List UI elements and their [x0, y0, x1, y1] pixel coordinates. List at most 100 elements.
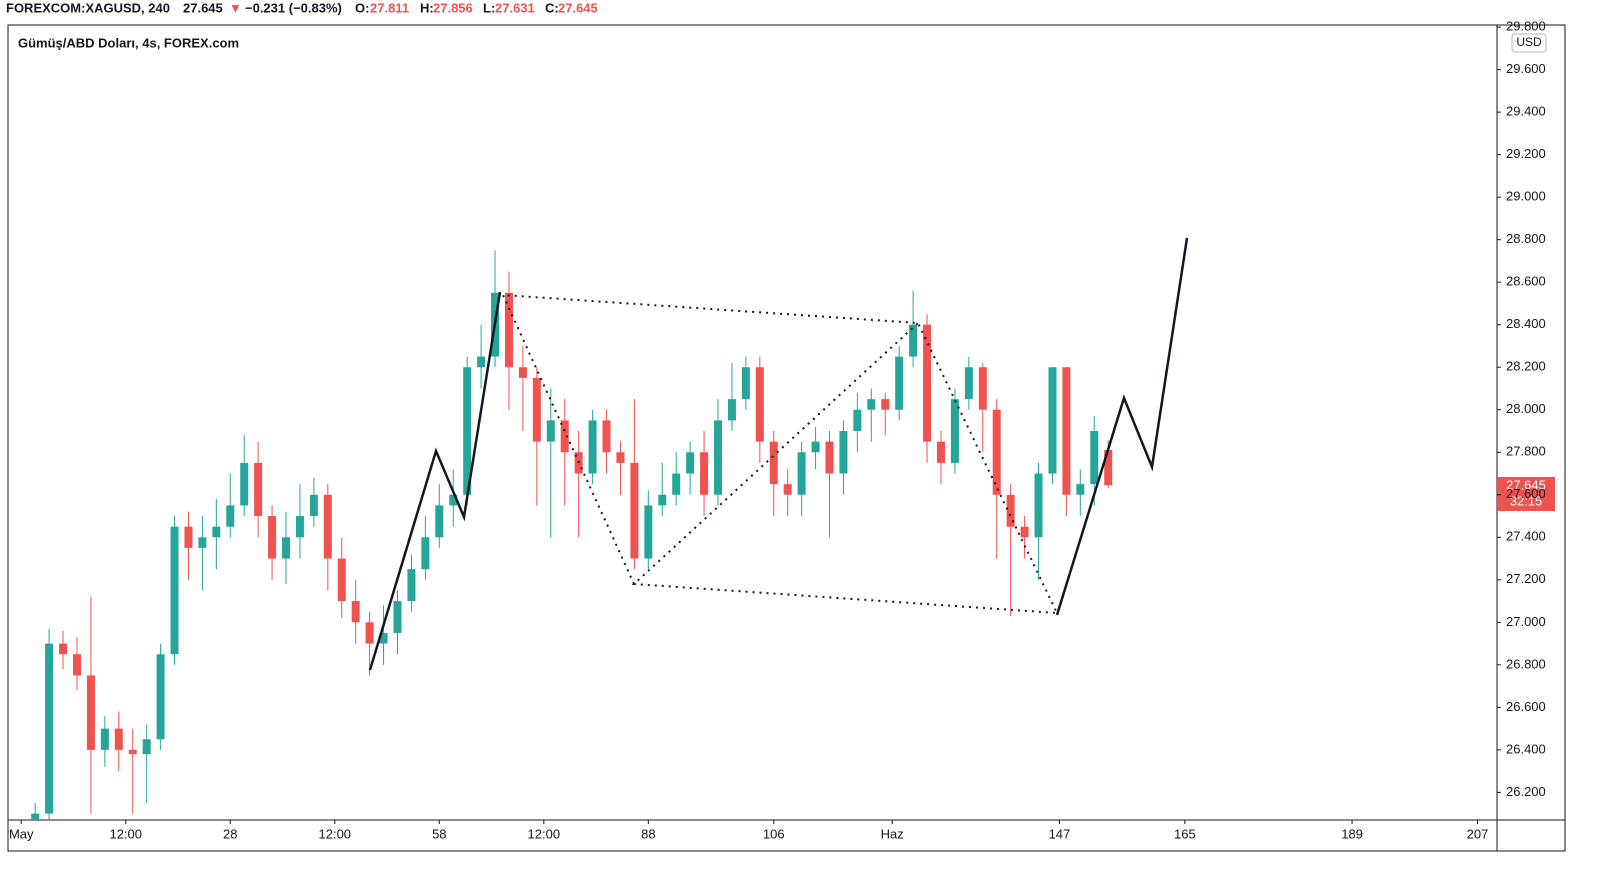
y-tick-label: 28.200	[1506, 359, 1546, 374]
drawings	[368, 237, 1189, 671]
zigzag-2	[1055, 237, 1189, 616]
candle-body	[421, 537, 430, 570]
candle-body	[1062, 367, 1071, 495]
y-tick-label: 29.600	[1506, 61, 1546, 76]
candle-body	[560, 420, 569, 453]
currency-box	[1511, 33, 1547, 53]
candle-body	[1104, 449, 1113, 486]
candle-body	[839, 431, 848, 474]
candle-body	[727, 399, 736, 421]
dotted-pattern	[501, 293, 1059, 615]
candle-body	[825, 441, 834, 474]
chart-title: Gümüş/ABD Doları, 4s, FOREX.com	[18, 35, 239, 50]
candle-body	[546, 420, 555, 442]
candle-body	[323, 494, 332, 559]
y-tick-label: 26.400	[1506, 741, 1546, 756]
x-tick-label: 147	[1049, 826, 1071, 841]
y-tick-label: 29.000	[1506, 189, 1546, 204]
candle-body	[449, 494, 458, 506]
candle-body	[588, 420, 597, 474]
candle-body	[518, 367, 527, 378]
candle-body	[365, 622, 374, 644]
candle-body	[351, 601, 360, 623]
candle-body	[936, 441, 945, 463]
l-label: L:	[483, 0, 495, 15]
x-tick-label: 12:00	[109, 826, 142, 841]
candle-body	[1034, 473, 1043, 538]
o-label: O:	[355, 0, 369, 15]
y-tick-label: 28.800	[1506, 231, 1546, 246]
y-tick-label: 29.400	[1506, 104, 1546, 119]
candle-body	[1006, 494, 1015, 527]
candle-body	[156, 654, 165, 740]
x-tick-label: 58	[432, 826, 446, 841]
candle-body	[435, 505, 444, 538]
candle-body	[741, 367, 750, 400]
candle-body	[686, 452, 695, 474]
candle-body	[379, 632, 388, 644]
candle-body	[184, 526, 193, 548]
y-tick-label: 28.600	[1506, 274, 1546, 289]
x-tick-label: 12:00	[528, 826, 561, 841]
y-tick-label: 26.600	[1506, 699, 1546, 714]
candle-body	[950, 399, 959, 463]
candle-body	[226, 505, 235, 527]
x-tick-label: 88	[641, 826, 655, 841]
y-tick-label: 28.000	[1506, 401, 1546, 416]
candle-body	[128, 749, 137, 755]
candle-body	[463, 367, 472, 495]
y-tick-label: 27.800	[1506, 444, 1546, 459]
x-tick-label: 12:00	[319, 826, 352, 841]
candle-body	[853, 409, 862, 432]
candle-body	[964, 367, 973, 400]
candle-body	[1090, 431, 1099, 485]
y-tick-label: 26.200	[1506, 784, 1546, 799]
candle-body	[31, 813, 40, 820]
last: 27.645	[183, 0, 223, 15]
change: −0.231 (−0.83%)	[245, 0, 342, 15]
x-tick-label: 106	[763, 826, 785, 841]
candle-body	[86, 675, 95, 750]
x-tick-label: 189	[1341, 826, 1363, 841]
y-tick-label: 28.400	[1506, 316, 1546, 331]
candle-body	[1048, 367, 1057, 474]
candle-body	[714, 420, 723, 495]
candle-body	[769, 441, 778, 485]
y-tick-label: 29.200	[1506, 146, 1546, 161]
candle-body	[1020, 526, 1029, 538]
o-value: 27.811	[370, 0, 409, 15]
candle-body	[477, 356, 486, 368]
candle-body	[45, 643, 54, 814]
candle-body	[504, 292, 513, 368]
arrow: ▼	[229, 0, 242, 15]
y-tick-label: 29.800	[1506, 19, 1546, 34]
candle-body	[282, 537, 291, 559]
pattern	[501, 293, 1059, 615]
candle-body	[867, 399, 876, 410]
candle-body	[268, 516, 277, 559]
c-value: 27.645	[558, 0, 598, 15]
frame	[7, 24, 1566, 852]
symbol: FOREXCOM:XAGUSD, 240	[6, 0, 170, 15]
candle-body	[198, 537, 207, 548]
countdown: 32:15	[1510, 493, 1543, 508]
candle-body	[72, 654, 81, 676]
h-value: 27.856	[433, 0, 473, 15]
candle-body	[212, 526, 221, 538]
zigzag-1	[368, 291, 502, 671]
candle-body	[797, 452, 806, 495]
c-label: C:	[545, 0, 559, 15]
candle-body	[992, 409, 1001, 495]
h-label: H:	[420, 0, 434, 15]
candle-body	[254, 462, 263, 517]
x-tick-label: Haz	[881, 826, 904, 841]
y-tick-label: 27.000	[1506, 614, 1546, 629]
x-tick-label: 165	[1174, 826, 1196, 841]
candle-body	[59, 643, 68, 655]
price-tag-box	[1497, 477, 1555, 511]
candle-body	[895, 356, 904, 410]
y-tick-label: 26.800	[1506, 656, 1546, 671]
candle-body	[978, 367, 987, 410]
plot	[31, 250, 1113, 820]
x-tick-label: 207	[1467, 826, 1489, 841]
